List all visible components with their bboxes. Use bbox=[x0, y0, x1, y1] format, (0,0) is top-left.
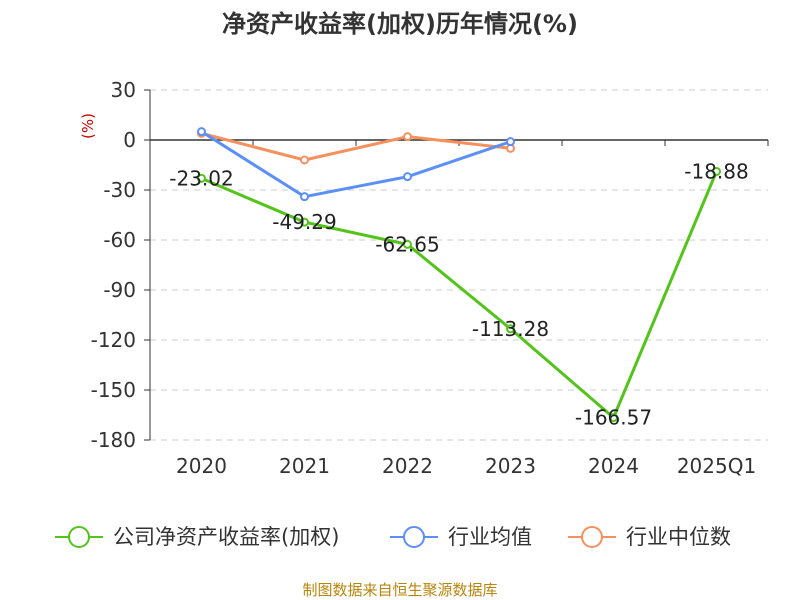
x-tick-label: 2022 bbox=[382, 454, 433, 478]
x-tick-label: 2020 bbox=[176, 454, 227, 478]
data-label: -62.65 bbox=[375, 232, 439, 256]
x-tick-label: 2024 bbox=[588, 454, 639, 478]
legend-label: 行业均值 bbox=[448, 525, 532, 549]
data-label: -49.29 bbox=[272, 210, 336, 234]
y-tick-label: 30 bbox=[111, 78, 136, 102]
y-tick-label: -120 bbox=[91, 328, 136, 352]
data-label: -113.28 bbox=[472, 317, 549, 341]
data-point bbox=[609, 413, 618, 423]
y-tick-label: -90 bbox=[103, 278, 136, 302]
data-point bbox=[712, 166, 721, 176]
series-line bbox=[201, 131, 511, 162]
chart-title: 净资产收益率(加权)历年情况(%) bbox=[222, 10, 578, 38]
series-line bbox=[200, 170, 718, 420]
data-point bbox=[197, 127, 206, 137]
data-point bbox=[506, 137, 515, 147]
y-axis-unit-label: (%) bbox=[79, 113, 97, 139]
x-tick-label: 2023 bbox=[485, 454, 536, 478]
x-tick-label: 2025Q1 bbox=[677, 454, 756, 478]
y-tick-label: -150 bbox=[91, 378, 136, 402]
data-point bbox=[300, 217, 309, 227]
y-tick-label: -180 bbox=[91, 428, 136, 452]
data-point bbox=[506, 324, 515, 334]
data-point bbox=[403, 132, 412, 142]
x-tick-label: 2021 bbox=[279, 454, 330, 478]
axes: 30 0 -30 -60 -90 -120 -150 -180 2020 2021 2022 2023… bbox=[91, 78, 769, 478]
y-tick-label: 0 bbox=[123, 128, 136, 152]
grid-lines bbox=[150, 89, 768, 441]
series-line bbox=[200, 130, 511, 199]
legend-marker bbox=[68, 526, 90, 548]
data-label: -23.02 bbox=[169, 166, 233, 190]
data-point bbox=[300, 155, 309, 165]
data-label: -18.88 bbox=[684, 159, 748, 183]
data-point bbox=[403, 239, 412, 249]
legend: 公司净资产收益率(加权) 行业均值 行业中位数 bbox=[55, 525, 731, 549]
legend-label: 公司净资产收益率(加权) bbox=[113, 525, 339, 549]
y-tick-label: -60 bbox=[103, 228, 136, 252]
legend-label: 行业中位数 bbox=[626, 525, 731, 549]
data-point bbox=[403, 172, 412, 182]
series-layer bbox=[197, 127, 721, 423]
data-point bbox=[300, 192, 309, 202]
legend-marker bbox=[581, 526, 603, 548]
y-tick-label: -30 bbox=[103, 178, 136, 202]
data-label: -166.57 bbox=[575, 406, 652, 430]
source-footer: 制图数据来自恒生聚源数据库 bbox=[302, 581, 497, 599]
legend-marker bbox=[403, 526, 425, 548]
data-labels: -23.02 -49.29 -62.65 -113.28 -166.57 -18.88 bbox=[169, 159, 748, 429]
data-point bbox=[197, 173, 206, 183]
